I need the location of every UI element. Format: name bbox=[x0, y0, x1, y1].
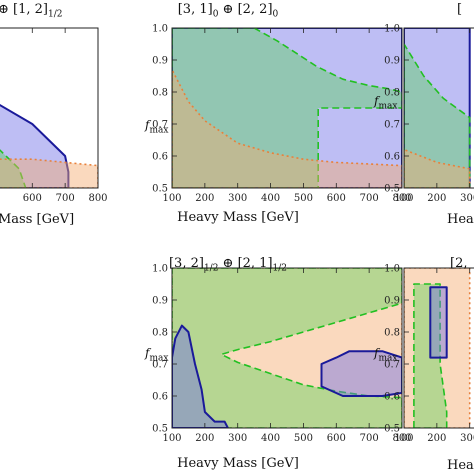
y-tick-label: 0.8 bbox=[152, 328, 168, 339]
region-green-1 bbox=[172, 28, 402, 188]
plot-background bbox=[172, 268, 402, 428]
y-tick-label: 0.8 bbox=[384, 88, 400, 99]
x-tick-label: 800 bbox=[392, 433, 411, 444]
region-blue-2 bbox=[429, 286, 448, 359]
y-tick-label: 0.6 bbox=[152, 152, 168, 163]
y-tick-label: 0.6 bbox=[152, 392, 168, 403]
plot-background bbox=[0, 28, 98, 188]
x-tick-label: 200 bbox=[195, 433, 214, 444]
y-tick-label: 1.0 bbox=[384, 24, 400, 35]
y-tick-label: 1.0 bbox=[384, 264, 400, 275]
plot-background bbox=[404, 28, 474, 188]
panel-title-0: ⊕ [1, 2]1/2 bbox=[0, 2, 63, 20]
x-tick-label: 800 bbox=[88, 193, 107, 204]
plot-area bbox=[172, 268, 402, 428]
panel-title-1: [3, 1]0 ⊕ [2, 2]0 bbox=[177, 2, 279, 20]
xlabel-1: Heavy Mass [GeV] bbox=[177, 210, 299, 225]
y-tick-label: 0.5 bbox=[152, 424, 168, 435]
y-tick-label: 0.9 bbox=[152, 56, 168, 67]
ylabel-1: fmax bbox=[145, 118, 169, 136]
plot-frame bbox=[171, 27, 403, 189]
x-tick-label: 200 bbox=[195, 193, 214, 204]
plot-background bbox=[172, 28, 402, 188]
region-orange-2 bbox=[0, 158, 98, 188]
y-tick-label: 0.9 bbox=[384, 296, 400, 307]
x-tick-label: 700 bbox=[360, 193, 379, 204]
x-tick-label: 100 bbox=[162, 433, 181, 444]
y-tick-label: 1.0 bbox=[152, 264, 168, 275]
xlabel-2: Hea bbox=[447, 212, 474, 227]
x-tick-label: 700 bbox=[360, 433, 379, 444]
panel-title-4: [2, bbox=[450, 256, 468, 271]
y-tick-label: 0.6 bbox=[384, 392, 400, 403]
y-tick-label: 0.7 bbox=[152, 360, 168, 371]
plot-frame bbox=[403, 267, 474, 429]
x-tick-label: 200 bbox=[427, 193, 446, 204]
y-tick-label: 0.7 bbox=[152, 120, 168, 131]
region-orange-2 bbox=[172, 68, 402, 188]
region-blue-2 bbox=[172, 324, 229, 428]
x-tick-label: 500 bbox=[294, 433, 313, 444]
x-tick-label: 600 bbox=[327, 433, 346, 444]
ylabel-4: fmax bbox=[374, 346, 398, 364]
ylabel-3: fmax bbox=[145, 346, 169, 364]
x-tick-label: 300 bbox=[460, 193, 474, 204]
x-tick-label: 300 bbox=[460, 433, 474, 444]
plot-area bbox=[404, 28, 474, 188]
xlabel-4: Hea bbox=[447, 458, 474, 473]
xlabel-3: Heavy Mass [GeV] bbox=[177, 456, 299, 471]
region-blue-0 bbox=[172, 28, 402, 188]
x-tick-label: 100 bbox=[394, 193, 413, 204]
plot-area bbox=[404, 268, 474, 428]
x-tick-label: 400 bbox=[261, 193, 280, 204]
panel-p3: 100 200 300 400 500 600 700 8000.50.60.70.80.91… bbox=[152, 264, 411, 445]
region-orange-0 bbox=[172, 268, 402, 428]
y-tick-label: 0.9 bbox=[384, 56, 400, 67]
x-tick-label: 600 bbox=[23, 193, 42, 204]
y-tick-label: 0.5 bbox=[384, 424, 400, 435]
ylabel-2: fmax bbox=[374, 94, 398, 112]
x-tick-label: 600 bbox=[327, 193, 346, 204]
xlabel-0: Mass [GeV] bbox=[0, 212, 75, 227]
region-green-1 bbox=[404, 43, 471, 188]
x-tick-label: 400 bbox=[261, 433, 280, 444]
y-tick-label: 0.5 bbox=[152, 184, 168, 195]
panel-title-2: [ bbox=[457, 2, 463, 17]
plot-frame bbox=[403, 27, 474, 189]
region-blue-0 bbox=[404, 28, 471, 188]
x-tick-label: 100 bbox=[394, 433, 413, 444]
region-orange-0 bbox=[404, 268, 471, 428]
x-tick-label: 300 bbox=[228, 193, 247, 204]
y-tick-label: 1.0 bbox=[152, 24, 168, 35]
x-tick-label: 700 bbox=[56, 193, 75, 204]
y-tick-label: 0.9 bbox=[152, 296, 168, 307]
x-tick-label: 200 bbox=[427, 433, 446, 444]
region-blue-3 bbox=[320, 350, 402, 397]
plot-area bbox=[0, 28, 98, 188]
panel-p2: 100 200 300 0.5 0.6 0.7 0.8 0.9 1.0 bbox=[384, 24, 474, 204]
plot-frame bbox=[0, 27, 99, 189]
plot-frame bbox=[171, 267, 403, 429]
panel-title-3: [3, 2]1/2 ⊕ [2, 1]1/2 bbox=[168, 256, 288, 274]
y-tick-label: 0.7 bbox=[384, 120, 400, 131]
plot-background bbox=[404, 268, 474, 428]
panel-p4: 100 200 300 0.5 0.6 0.7 0.8 0.9 1.0 bbox=[384, 264, 474, 444]
y-tick-label: 0.6 bbox=[384, 152, 400, 163]
panel-p1: 100 200 300 400 500 600 700 8000.50.60.70.80.91… bbox=[152, 24, 411, 205]
x-tick-label: 300 bbox=[228, 433, 247, 444]
x-tick-label: 500 bbox=[294, 193, 313, 204]
y-tick-label: 0.8 bbox=[384, 328, 400, 339]
plot-area bbox=[172, 28, 402, 188]
y-tick-label: 0.5 bbox=[384, 184, 400, 195]
y-tick-label: 0.7 bbox=[384, 360, 400, 371]
region-orange-2 bbox=[404, 148, 471, 188]
x-tick-label: 100 bbox=[162, 193, 181, 204]
y-tick-label: 0.8 bbox=[152, 88, 168, 99]
x-tick-label: 800 bbox=[392, 193, 411, 204]
panel-p0: 600 700 800 bbox=[0, 27, 108, 204]
